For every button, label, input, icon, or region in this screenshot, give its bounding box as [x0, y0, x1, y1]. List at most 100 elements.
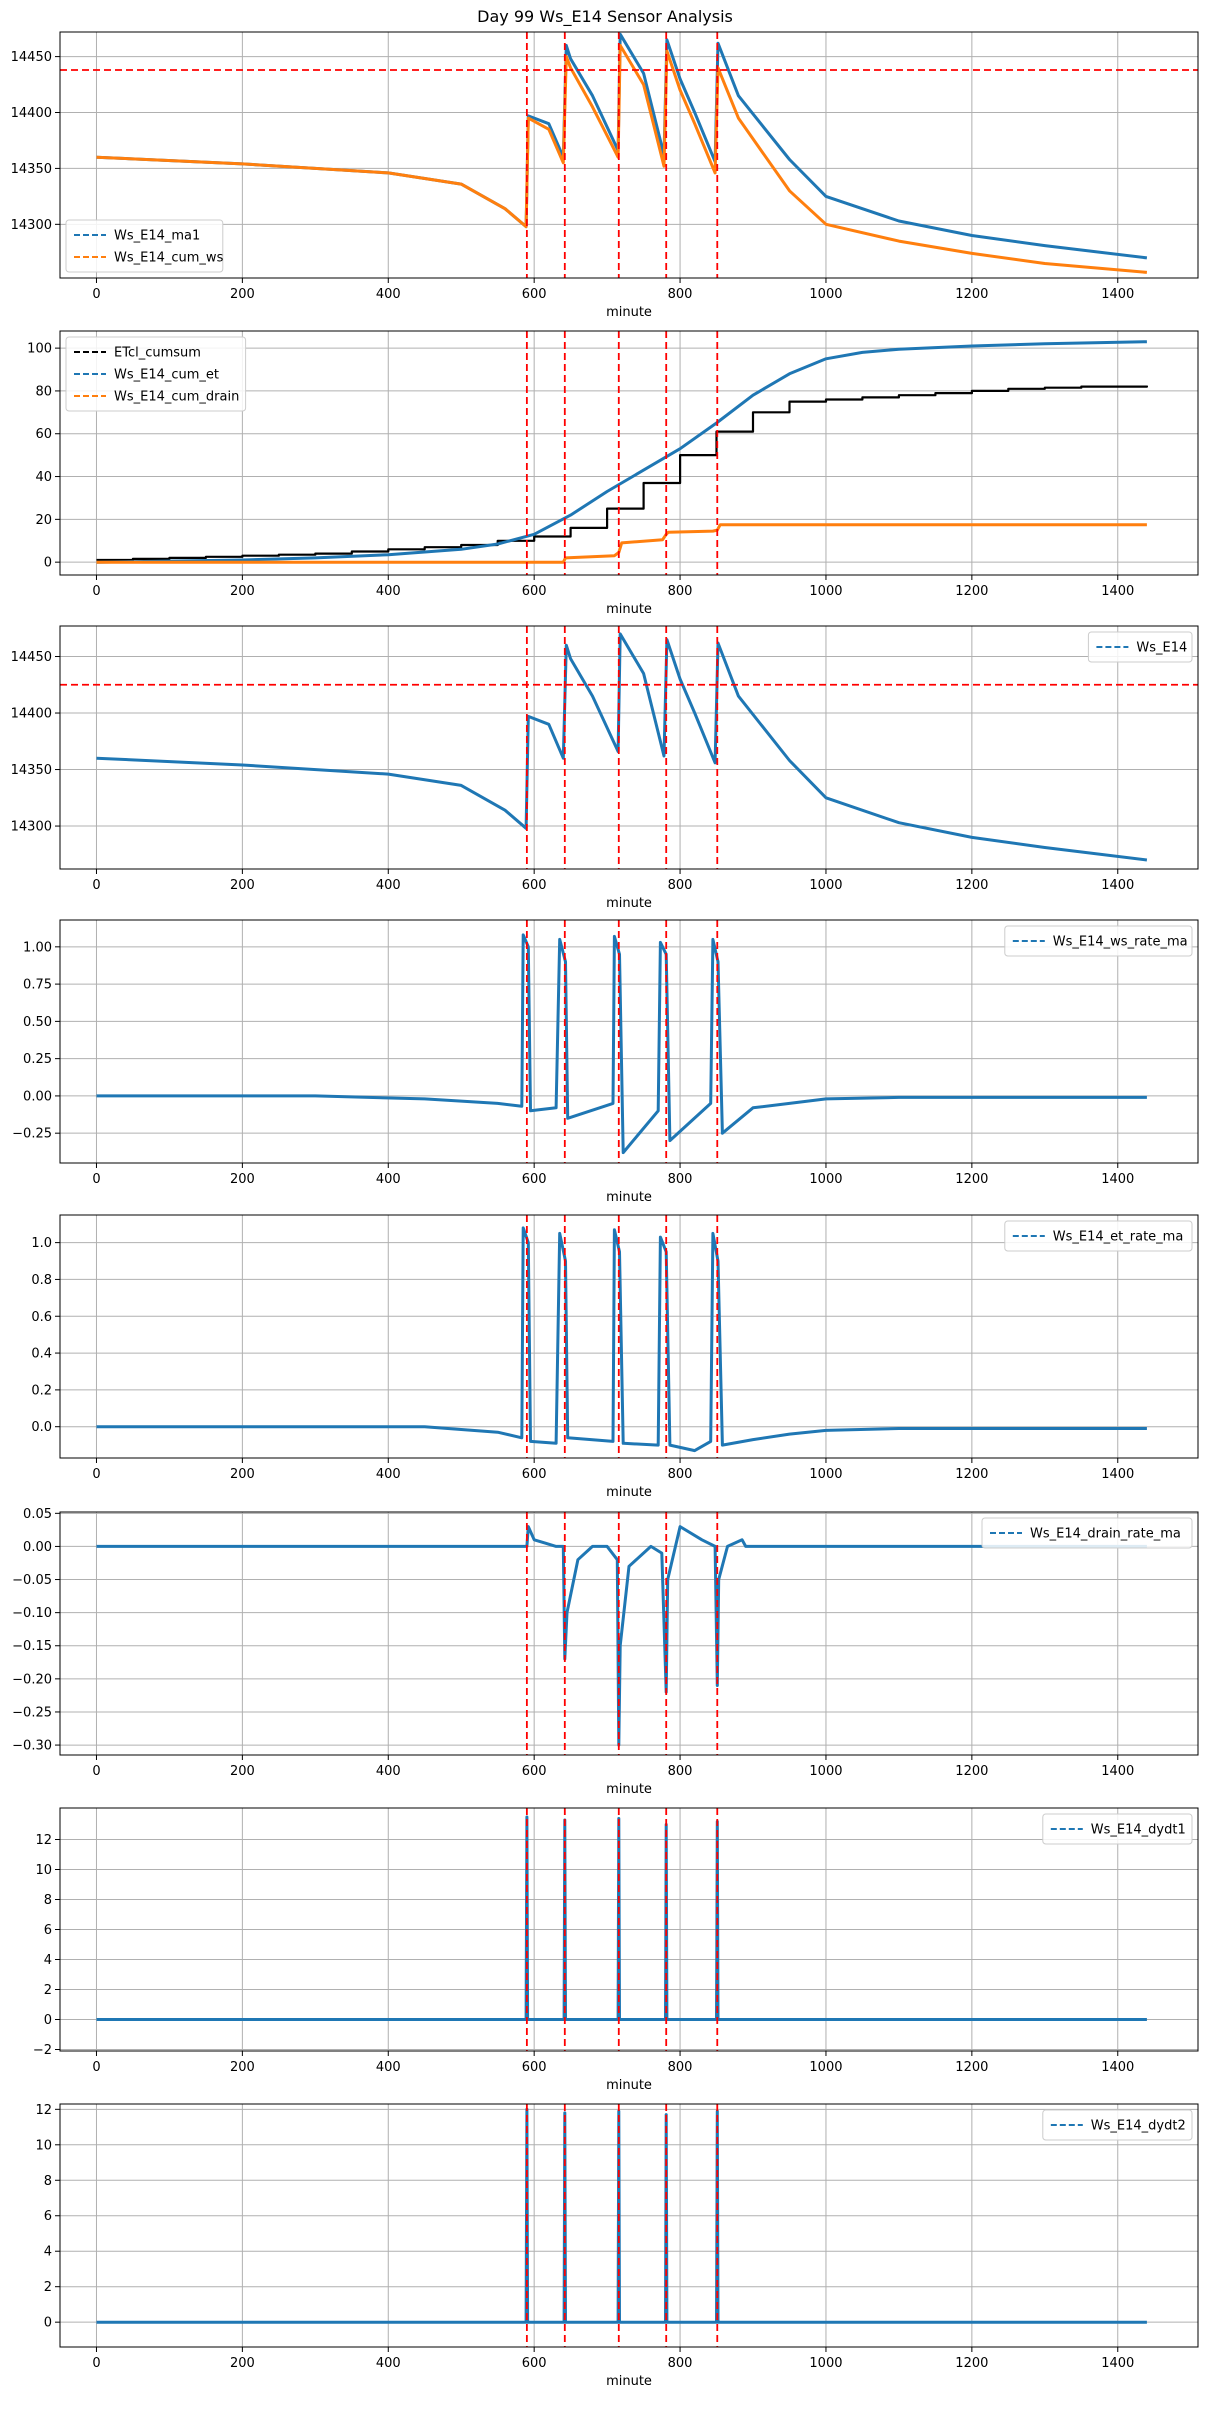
x-tick-label: 0	[92, 2060, 100, 2075]
y-tick-label: 0.25	[23, 1052, 52, 1067]
x-tick-label: 1200	[955, 1172, 988, 1187]
x-tick-label: 200	[230, 1172, 255, 1187]
y-tick-label: −0.05	[12, 1573, 52, 1588]
y-tick-label: 60	[35, 427, 52, 442]
legend-label: Ws_E14_cum_et	[114, 368, 219, 383]
x-tick-label: 0	[92, 1172, 100, 1187]
y-tick-label: 14350	[11, 763, 52, 778]
legend-label: Ws_E14	[1136, 641, 1187, 656]
y-tick-label: 0	[44, 2013, 52, 2028]
y-tick-label: 0.00	[23, 1089, 52, 1104]
legend-box	[65, 336, 247, 412]
x-tick-label: 1200	[955, 584, 988, 599]
y-tick-label: 0.0	[31, 1420, 52, 1435]
x-tick-label: 1400	[1101, 287, 1134, 302]
x-axis-label: minute	[606, 2374, 652, 2389]
legend: Ws_E14_dydt1	[1042, 1813, 1193, 1845]
x-tick-label: 200	[230, 1764, 255, 1779]
legend-box	[65, 219, 224, 273]
x-tick-label: 600	[522, 1172, 547, 1187]
legend: Ws_E14_drain_rate_ma	[981, 1517, 1193, 1549]
legend-box	[1042, 1813, 1193, 1845]
axes-frame	[59, 1511, 1199, 1756]
x-tick-label: 200	[230, 287, 255, 302]
y-tick-label: 6	[44, 1923, 52, 1938]
y-tick-label: 100	[27, 342, 52, 357]
axes-frame	[59, 625, 1199, 870]
x-tick-label: 1200	[955, 1467, 988, 1482]
y-tick-label: 40	[35, 470, 52, 485]
x-tick-label: 600	[522, 1764, 547, 1779]
plot-area	[96, 933, 1147, 1155]
x-tick-label: 1000	[809, 878, 842, 893]
x-tick-label: 400	[376, 287, 401, 302]
y-tick-label: 0	[44, 556, 52, 571]
x-tick-label: 1000	[809, 287, 842, 302]
x-tick-label: 200	[230, 2060, 255, 2075]
x-tick-label: 1000	[809, 584, 842, 599]
legend-box	[1004, 1220, 1193, 1252]
y-tick-label: 14450	[11, 650, 52, 665]
x-tick-label: 800	[668, 287, 693, 302]
panel-p6: 0 200 400 600 800 1000 1200 1400 −0.30 −0.25 −0.20…	[12, 1507, 1199, 1797]
legend-label: Ws_E14_cum_drain	[114, 390, 239, 405]
x-tick-label: 400	[376, 1467, 401, 1482]
x-tick-label: 1400	[1101, 584, 1134, 599]
x-tick-label: 1000	[809, 1172, 842, 1187]
plot-area	[96, 340, 1149, 564]
y-tick-label: 14300	[11, 820, 52, 835]
y-tick-label: −2	[33, 2043, 52, 2058]
axes-frame	[59, 2103, 1199, 2348]
series-line-Ws_E14_cum_ws	[96, 43, 1148, 274]
x-tick-label: 1400	[1101, 2356, 1134, 2371]
x-tick-label: 1200	[955, 1764, 988, 1779]
x-tick-label: 200	[230, 584, 255, 599]
legend-label: Ws_E14_dydt1	[1091, 1823, 1186, 1838]
x-axis-label: minute	[606, 1485, 652, 1500]
y-tick-label: 4	[44, 2245, 52, 2260]
panel-p8: 0 200 400 600 800 1000 1200 1400 0 2 4 6 8 10 12 minute…	[35, 2103, 1199, 2389]
legend-box	[981, 1517, 1193, 1549]
y-tick-label: 0.8	[31, 1273, 52, 1288]
x-axis-label: minute	[606, 1190, 652, 1205]
y-tick-label: 8	[44, 1893, 52, 1908]
legend-label: Ws_E14_dydt2	[1091, 2119, 1186, 2134]
series-line-Ws_E14_et_rate_ma	[96, 1226, 1147, 1453]
y-tick-label: 12	[35, 1833, 52, 1848]
panel-p2: 0 200 400 600 800 1000 1200 1400 0 20 40 60 80 100 min…	[27, 330, 1199, 617]
panel-p1: 0 200 400 600 800 1000 1200 1400 14300 14350 14400…	[11, 31, 1199, 320]
axes-frame	[59, 919, 1199, 1164]
y-tick-label: 0.50	[23, 1015, 52, 1030]
x-tick-label: 800	[668, 2060, 693, 2075]
y-tick-label: 10	[35, 2138, 52, 2153]
x-tick-label: 1000	[809, 2356, 842, 2371]
x-axis-label: minute	[606, 602, 652, 617]
y-tick-label: 10	[35, 1863, 52, 1878]
x-tick-label: 1400	[1101, 2060, 1134, 2075]
x-tick-label: 600	[522, 287, 547, 302]
y-tick-label: 6	[44, 2209, 52, 2224]
figure-title: Day 99 Ws_E14 Sensor Analysis	[477, 7, 733, 27]
axes-frame	[59, 31, 1199, 279]
y-tick-label: 20	[35, 513, 52, 528]
legend-label: Ws_E14_ws_rate_ma	[1053, 935, 1188, 950]
x-tick-label: 600	[522, 584, 547, 599]
y-tick-label: 0.75	[23, 978, 52, 993]
legend-box	[1042, 2109, 1193, 2141]
x-tick-label: 200	[230, 1467, 255, 1482]
x-axis-label: minute	[606, 2078, 652, 2093]
legend: ETcl_cumsum Ws_E14_cum_et Ws_E14_cum_drain	[65, 336, 247, 412]
y-tick-label: 8	[44, 2174, 52, 2189]
x-tick-label: 0	[92, 2356, 100, 2371]
x-tick-label: 400	[376, 1172, 401, 1187]
y-tick-label: 1.0	[31, 1236, 52, 1251]
y-tick-label: −0.10	[12, 1606, 52, 1621]
y-tick-label: 80	[35, 384, 52, 399]
x-axis-label: minute	[606, 305, 652, 320]
x-tick-label: 800	[668, 2356, 693, 2371]
x-tick-label: 0	[92, 1467, 100, 1482]
x-tick-label: 800	[668, 1172, 693, 1187]
x-tick-label: 1400	[1101, 1467, 1134, 1482]
x-tick-label: 1200	[955, 878, 988, 893]
x-tick-label: 1200	[955, 2060, 988, 2075]
